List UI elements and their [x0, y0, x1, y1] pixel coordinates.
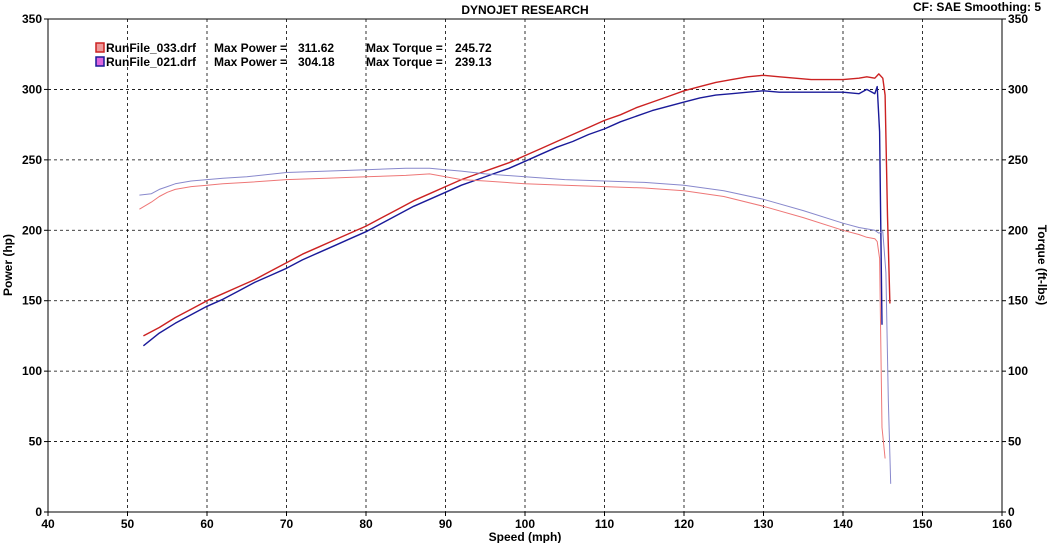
y-left-tick-label: 250: [22, 153, 42, 167]
y-axis-right-label: Torque (ft-lbs): [1035, 225, 1049, 305]
y-right-tick-label: 150: [1008, 294, 1028, 308]
x-tick-label: 130: [753, 517, 773, 531]
legend-power-label: Max Power =: [214, 55, 287, 69]
x-tick-label: 140: [833, 517, 853, 531]
x-tick-label: 80: [359, 517, 373, 531]
legend-power-label: Max Power =: [214, 41, 287, 55]
y-axis-left-label: Power (hp): [1, 234, 15, 296]
legend-torque-label: Max Torque =: [366, 41, 443, 55]
legend-torque-value: 239.13: [455, 55, 492, 69]
series-line-2: [139, 173, 886, 459]
legend-file: RunFile_033.drf: [106, 41, 197, 55]
y-right-tick-label: 0: [1008, 505, 1015, 519]
x-axis-ticks: 40 50 60 70 80 90 100 110 120 130 140 150 160: [41, 512, 1012, 531]
legend-swatch: [95, 56, 105, 67]
x-axis-label: Speed (mph): [489, 530, 562, 543]
x-tick-label: 100: [515, 517, 535, 531]
y-left-tick-label: 150: [22, 294, 42, 308]
series-line-0: [143, 73, 891, 337]
x-tick-label: 40: [41, 517, 55, 531]
y-axis-right-ticks: 0 50 100 150 200 250 300 350: [1002, 12, 1028, 519]
x-tick-label: 50: [121, 517, 135, 531]
x-tick-label: 90: [439, 517, 453, 531]
y-left-tick-label: 300: [22, 82, 42, 96]
legend-file: RunFile_021.drf: [106, 55, 197, 69]
grid-lines: [48, 19, 1002, 512]
y-left-tick-label: 50: [29, 435, 43, 449]
y-right-tick-label: 100: [1008, 364, 1028, 378]
y-right-tick-label: 50: [1008, 435, 1022, 449]
legend-torque-value: 245.72: [455, 41, 492, 55]
chart-title: DYNOJET RESEARCH: [461, 3, 588, 17]
x-tick-label: 70: [280, 517, 294, 531]
x-tick-label: 120: [674, 517, 694, 531]
y-right-tick-label: 250: [1008, 153, 1028, 167]
y-right-tick-label: 300: [1008, 82, 1028, 96]
x-tick-label: 60: [200, 517, 214, 531]
legend-torque-label: Max Torque =: [366, 55, 443, 69]
y-left-tick-label: 350: [22, 12, 42, 26]
x-tick-label: 160: [992, 517, 1012, 531]
series-line-1: [142, 85, 883, 347]
y-left-tick-label: 0: [35, 505, 42, 519]
x-tick-label: 110: [595, 517, 615, 531]
legend: RunFile_033.drf Max Power = 311.62 Max Torq…: [95, 41, 492, 69]
legend-swatch: [95, 42, 105, 53]
chart-settings-label: CF: SAE Smoothing: 5: [913, 0, 1041, 14]
legend-power-value: 311.62: [298, 41, 334, 55]
series-lines: [139, 73, 892, 484]
y-axis-left-ticks: 0 50 100 150 200 250 300 350: [22, 12, 48, 519]
x-tick-label: 150: [912, 517, 932, 531]
legend-power-value: 304.18: [298, 55, 335, 69]
y-left-tick-label: 100: [22, 364, 42, 378]
y-right-tick-label: 350: [1008, 12, 1028, 26]
series-line-3: [139, 167, 892, 484]
y-right-tick-label: 200: [1008, 223, 1028, 237]
y-left-tick-label: 200: [22, 223, 42, 237]
